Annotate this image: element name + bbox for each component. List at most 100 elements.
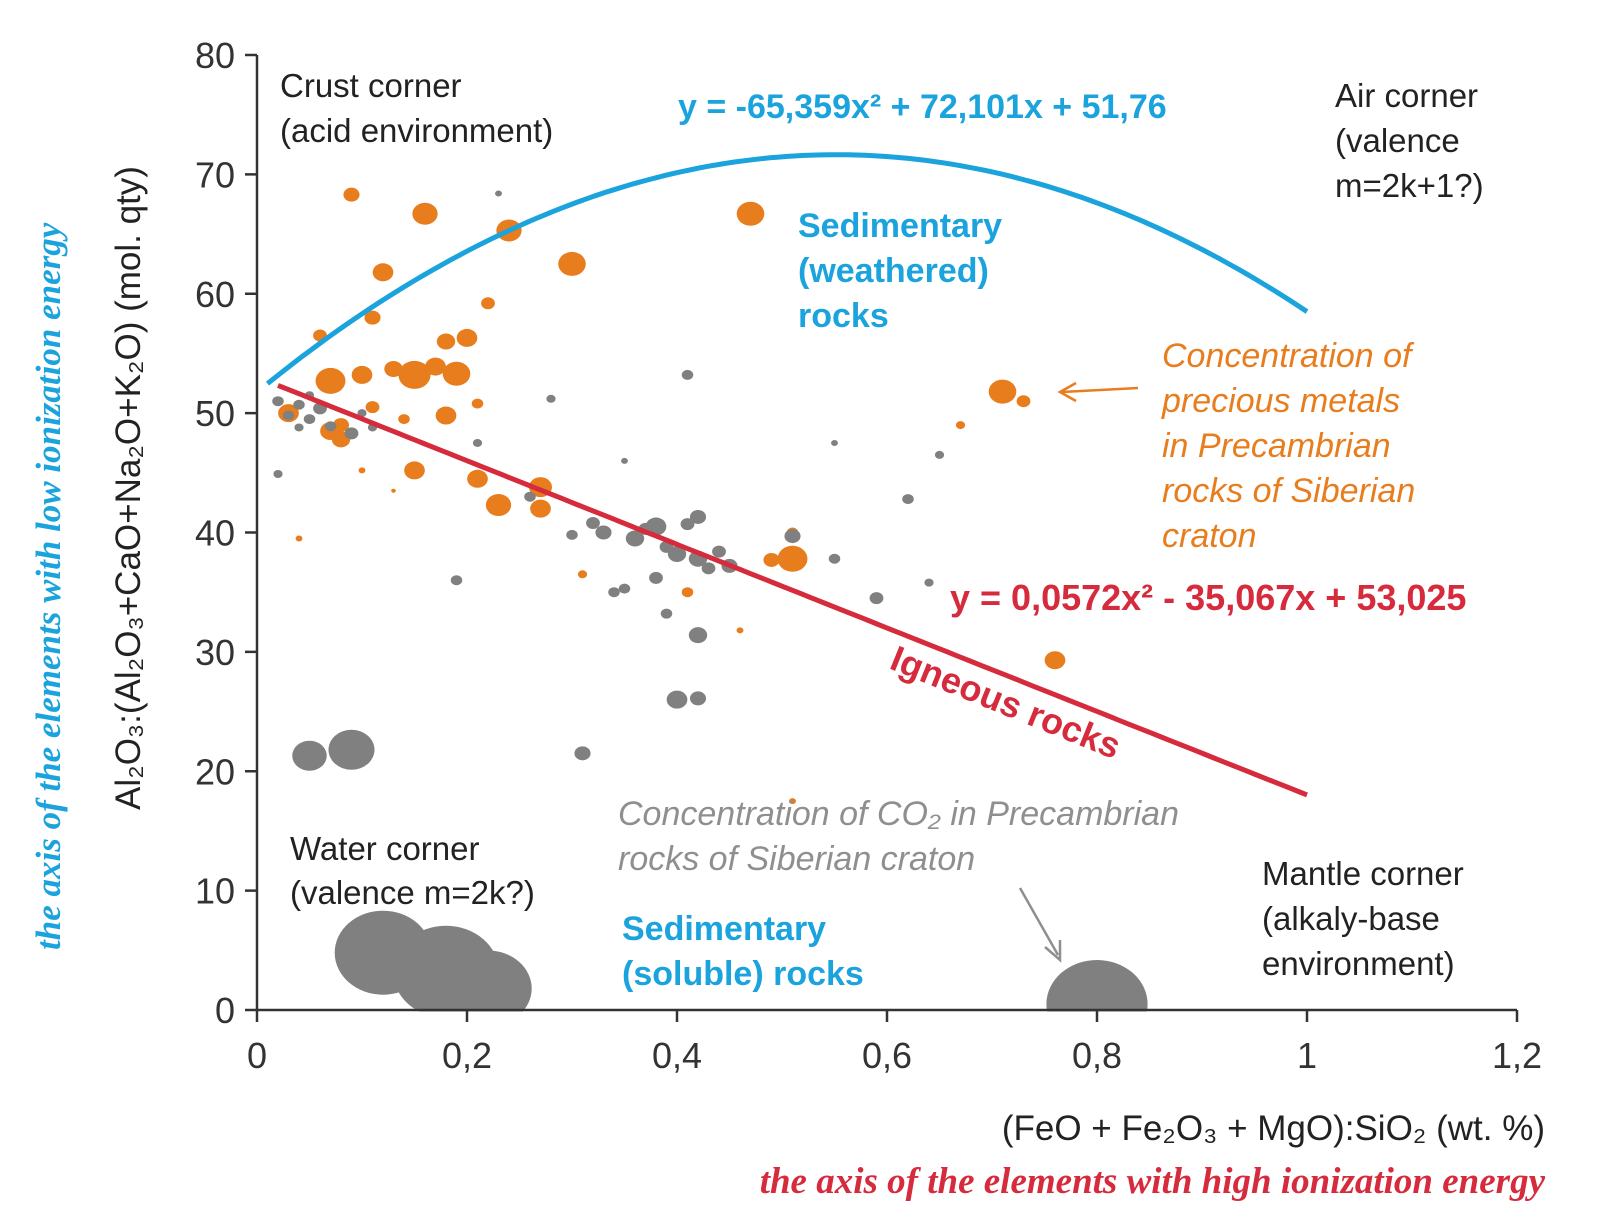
precious-metals-point-6 xyxy=(481,297,495,310)
y-tick-label: 20 xyxy=(195,751,235,792)
trend-curves xyxy=(265,152,1309,798)
co2-point-13 xyxy=(344,427,359,440)
y-tick-label: 50 xyxy=(195,393,235,434)
sedimentary-soluble-label: Sedimentary (soluble) rocks xyxy=(622,910,864,993)
precious-metals-point-41 xyxy=(295,535,303,542)
co2-point-20 xyxy=(625,530,645,547)
co2-point-53 xyxy=(546,394,556,403)
co2-point-18 xyxy=(586,516,600,529)
precious-metals-point-42 xyxy=(358,467,366,474)
x-tick-label: 1,2 xyxy=(1492,1035,1542,1076)
co2-point-12 xyxy=(324,421,337,432)
below-axis-mask xyxy=(0,1011,1600,1227)
x-tick-label: 0,8 xyxy=(1072,1035,1122,1076)
precious-metals-point-9 xyxy=(436,333,456,350)
precious-metals-point-39 xyxy=(789,798,796,805)
co2-point-39 xyxy=(574,746,591,761)
weathered-equation: y = -65,359x² + 72,101x + 51,76 xyxy=(678,88,1167,126)
co2-arrow xyxy=(1018,887,1062,963)
precious-metals-series xyxy=(278,187,1066,805)
co2-point-6 xyxy=(272,396,284,407)
precious-metals-arrow xyxy=(1057,381,1139,403)
precious-metals-point-26 xyxy=(467,469,488,488)
precious-metals-point-12 xyxy=(351,365,373,384)
air-corner-label: Air corner (valence m=2k+1?) xyxy=(1335,77,1487,204)
precious-metals-point-37 xyxy=(955,421,966,430)
co2-point-52 xyxy=(621,457,628,464)
precious-metals-point-8 xyxy=(364,310,381,325)
sedimentary-weathered-label: Sedimentary (weathered) rocks xyxy=(798,207,1012,335)
co2-point-36 xyxy=(688,627,708,644)
co2-point-38 xyxy=(689,691,707,706)
precious-metals-point-11 xyxy=(315,367,346,394)
precious-metals-point-23 xyxy=(435,406,457,425)
co2-point-4 xyxy=(292,740,327,771)
co2-point-17 xyxy=(273,470,283,479)
x-axis-caption: the axis of the elements with high ioniz… xyxy=(760,1161,1546,1202)
x-tick-label: 0,2 xyxy=(442,1035,492,1076)
y-tick-label: 10 xyxy=(195,871,235,912)
y-tick-label: 0 xyxy=(215,990,235,1031)
precious-metals-point-19 xyxy=(365,401,380,414)
co2-point-14 xyxy=(357,409,367,418)
y-axis-title: Al₂O₃:(Al₂O₃+CaO+Na₂O+K₂O) (mol. qty) xyxy=(109,166,148,810)
igneous-rocks-label: Igneous rocks xyxy=(885,637,1127,766)
co2-note: Concentration of CO₂ in Precambrian rock… xyxy=(618,795,1188,878)
x-axis-title: (FeO + Fe₂O₃ + MgO):SiO₂ (wt. %) xyxy=(1002,1109,1545,1148)
y-tick-label: 30 xyxy=(195,632,235,673)
co2-point-27 xyxy=(712,545,726,558)
precious-metals-point-34 xyxy=(736,627,744,634)
tick-labels: 0 0,2 0,4 0,6 0,8 1 1,2 0 10 20 30 40 50 60 70 80 xyxy=(195,35,1542,1076)
co2-point-19 xyxy=(595,525,612,540)
co2-point-10 xyxy=(303,414,316,425)
co2-point-2 xyxy=(444,950,532,1027)
co2-point-50 xyxy=(831,439,838,446)
co2-point-37 xyxy=(666,690,688,709)
precious-metals-point-27 xyxy=(485,494,512,517)
precious-metals-point-38 xyxy=(1044,651,1066,670)
weathered-curve xyxy=(265,152,1309,386)
water-corner-label: Water corner (valence m=2k?) xyxy=(290,830,535,911)
precious-metals-note: Concentration of precious metals in Prec… xyxy=(1161,337,1425,555)
co2-point-51 xyxy=(924,578,934,587)
x-tick-label: 0,4 xyxy=(652,1035,702,1076)
co2-point-41 xyxy=(450,575,463,586)
igneous-curve xyxy=(277,383,1308,798)
precious-metals-point-13 xyxy=(384,360,403,377)
y-tick-label: 80 xyxy=(195,35,235,76)
precious-metals-point-36 xyxy=(1016,395,1031,408)
x-tick-label: 0 xyxy=(247,1035,267,1076)
precious-metals-point-33 xyxy=(681,587,694,598)
co2-point-46 xyxy=(934,450,945,459)
precious-metals-point-31 xyxy=(777,545,808,572)
precious-metals-point-4 xyxy=(736,201,765,226)
co2-point-34 xyxy=(608,587,620,598)
precious-metals-point-24 xyxy=(471,398,484,409)
precious-metals-point-5 xyxy=(372,263,394,282)
mantle-corner-label: Mantle corner (alkaly-base environment) xyxy=(1262,855,1473,982)
crust-corner-label: Crust corner (acid environment) xyxy=(280,67,553,149)
co2-point-30 xyxy=(689,509,707,524)
y-tick-label: 70 xyxy=(195,154,235,195)
co2-point-24 xyxy=(667,545,687,562)
x-tick-label: 1 xyxy=(1297,1035,1317,1076)
co2-series xyxy=(272,190,1148,1049)
y-tick-label: 40 xyxy=(195,513,235,554)
precious-metals-point-25 xyxy=(404,461,425,480)
co2-point-31 xyxy=(566,529,578,540)
precious-metals-point-1 xyxy=(412,202,438,225)
precious-metals-point-3 xyxy=(558,251,586,276)
y-tick-label: 60 xyxy=(195,274,235,315)
precious-metals-point-15 xyxy=(425,357,446,376)
co2-point-45 xyxy=(902,494,914,505)
co2-point-48 xyxy=(495,190,502,197)
precious-metals-point-30 xyxy=(763,552,780,567)
co2-point-16 xyxy=(294,423,304,432)
igneous-equation: y = 0,0572x² - 35,067x + 53,025 xyxy=(950,577,1466,618)
co2-point-8 xyxy=(293,399,305,410)
precious-metals-point-35 xyxy=(988,379,1017,404)
co2-point-26 xyxy=(701,562,716,575)
precious-metals-point-43 xyxy=(391,488,396,493)
precious-metals-point-16 xyxy=(442,361,471,386)
co2-point-40 xyxy=(660,608,673,619)
